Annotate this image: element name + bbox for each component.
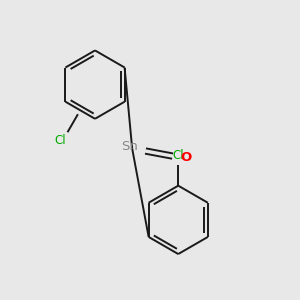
Text: Sn: Sn [121,140,138,153]
Text: O: O [181,151,192,164]
Text: Cl: Cl [172,149,184,163]
Text: Cl: Cl [54,134,66,147]
